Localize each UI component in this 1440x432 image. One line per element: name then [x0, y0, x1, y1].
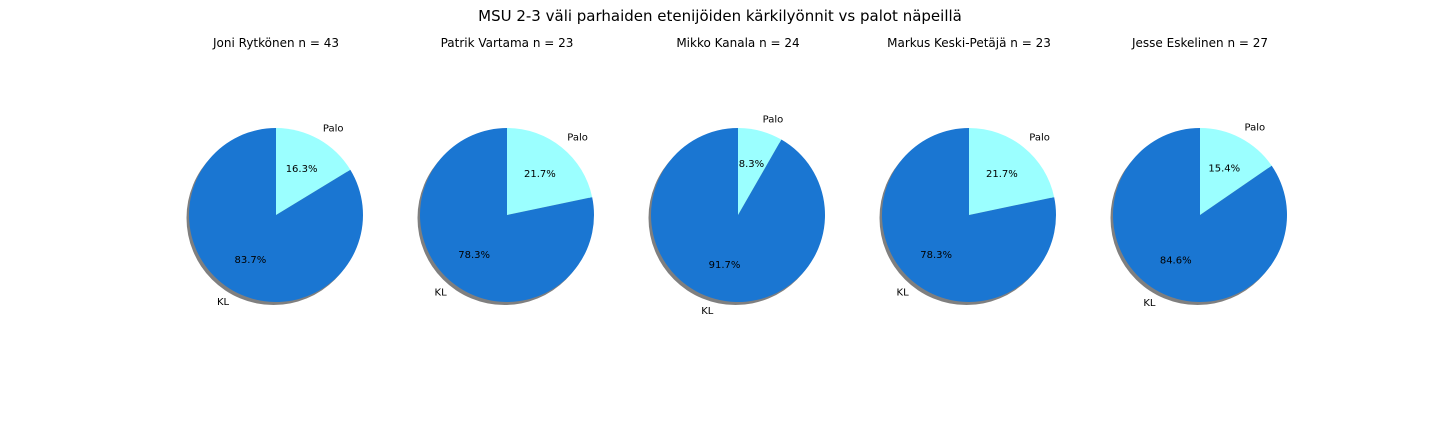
pie-label-palo: Palo [763, 115, 784, 126]
pie-title: Markus Keski-Petäjä n = 23 [887, 36, 1051, 50]
pie-title: Jesse Eskelinen n = 27 [1131, 36, 1268, 50]
pie-title: Patrik Vartama n = 23 [441, 36, 574, 50]
pie-slice-palo [969, 128, 1055, 215]
pie-pct-label-palo: 21.7% [524, 169, 556, 180]
pie-pct-label-palo: 8.3% [739, 159, 764, 170]
pie-label-kl: KL [217, 297, 230, 308]
pie-pct-label-kl: 83.7% [235, 255, 267, 266]
pie-pct-label-palo: 16.3% [286, 164, 318, 175]
pie-slice-palo [738, 128, 782, 215]
pie-label-kl: KL [701, 306, 714, 317]
pie-slice-palo [276, 128, 351, 215]
pie-title: Joni Rytkönen n = 43 [212, 36, 339, 50]
pie-slice-palo [507, 127, 593, 215]
pie-slice-kl [420, 128, 595, 302]
pie-pct-label-kl: 78.3% [920, 250, 952, 261]
pie-label-palo: Palo [1029, 133, 1050, 144]
pie-pct-label-palo: 15.4% [1208, 163, 1240, 174]
pie-chart-4: Markus Keski-Petäjä n = 23 KL 78.3% Palo 21.… [879, 36, 1057, 305]
pie-chart-3: Mikko Kanala n = 24 KL 91.7% Palo 8.3% [648, 36, 826, 317]
pie-pct-label-kl: 84.6% [1160, 256, 1192, 267]
pie-slice-kl [1113, 128, 1288, 302]
pie-slice-kl [651, 128, 826, 302]
pie-slice-palo [1200, 128, 1272, 215]
pie-pct-label-kl: 91.7% [709, 260, 741, 271]
pie-label-kl: KL [897, 288, 910, 299]
pie-chart-5: Jesse Eskelinen n = 27 KL 84.6% Palo 15.4% [1110, 36, 1288, 309]
pie-label-kl: KL [1143, 298, 1156, 309]
pie-label-palo: Palo [323, 124, 344, 135]
pie-label-palo: Palo [1245, 122, 1266, 133]
pie-pct-label-kl: 78.3% [458, 250, 490, 261]
pie-label-palo: Palo [567, 133, 588, 144]
pie-title: Mikko Kanala n = 24 [676, 36, 799, 50]
pie-slice-kl [188, 128, 363, 302]
figure-title: MSU 2-3 väli parhaiden etenijöiden kärki… [478, 7, 962, 25]
pie-chart-2: Patrik Vartama n = 23 KL 78.3% Palo 21.7% [417, 36, 595, 305]
pie-label-kl: KL [435, 288, 448, 299]
pie-pct-label-palo: 21.7% [986, 169, 1018, 180]
pie-chart-1: Joni Rytkönen n = 43 KL 83.7% Palo 16.3% [186, 36, 363, 308]
pie-slice-kl [882, 128, 1057, 302]
